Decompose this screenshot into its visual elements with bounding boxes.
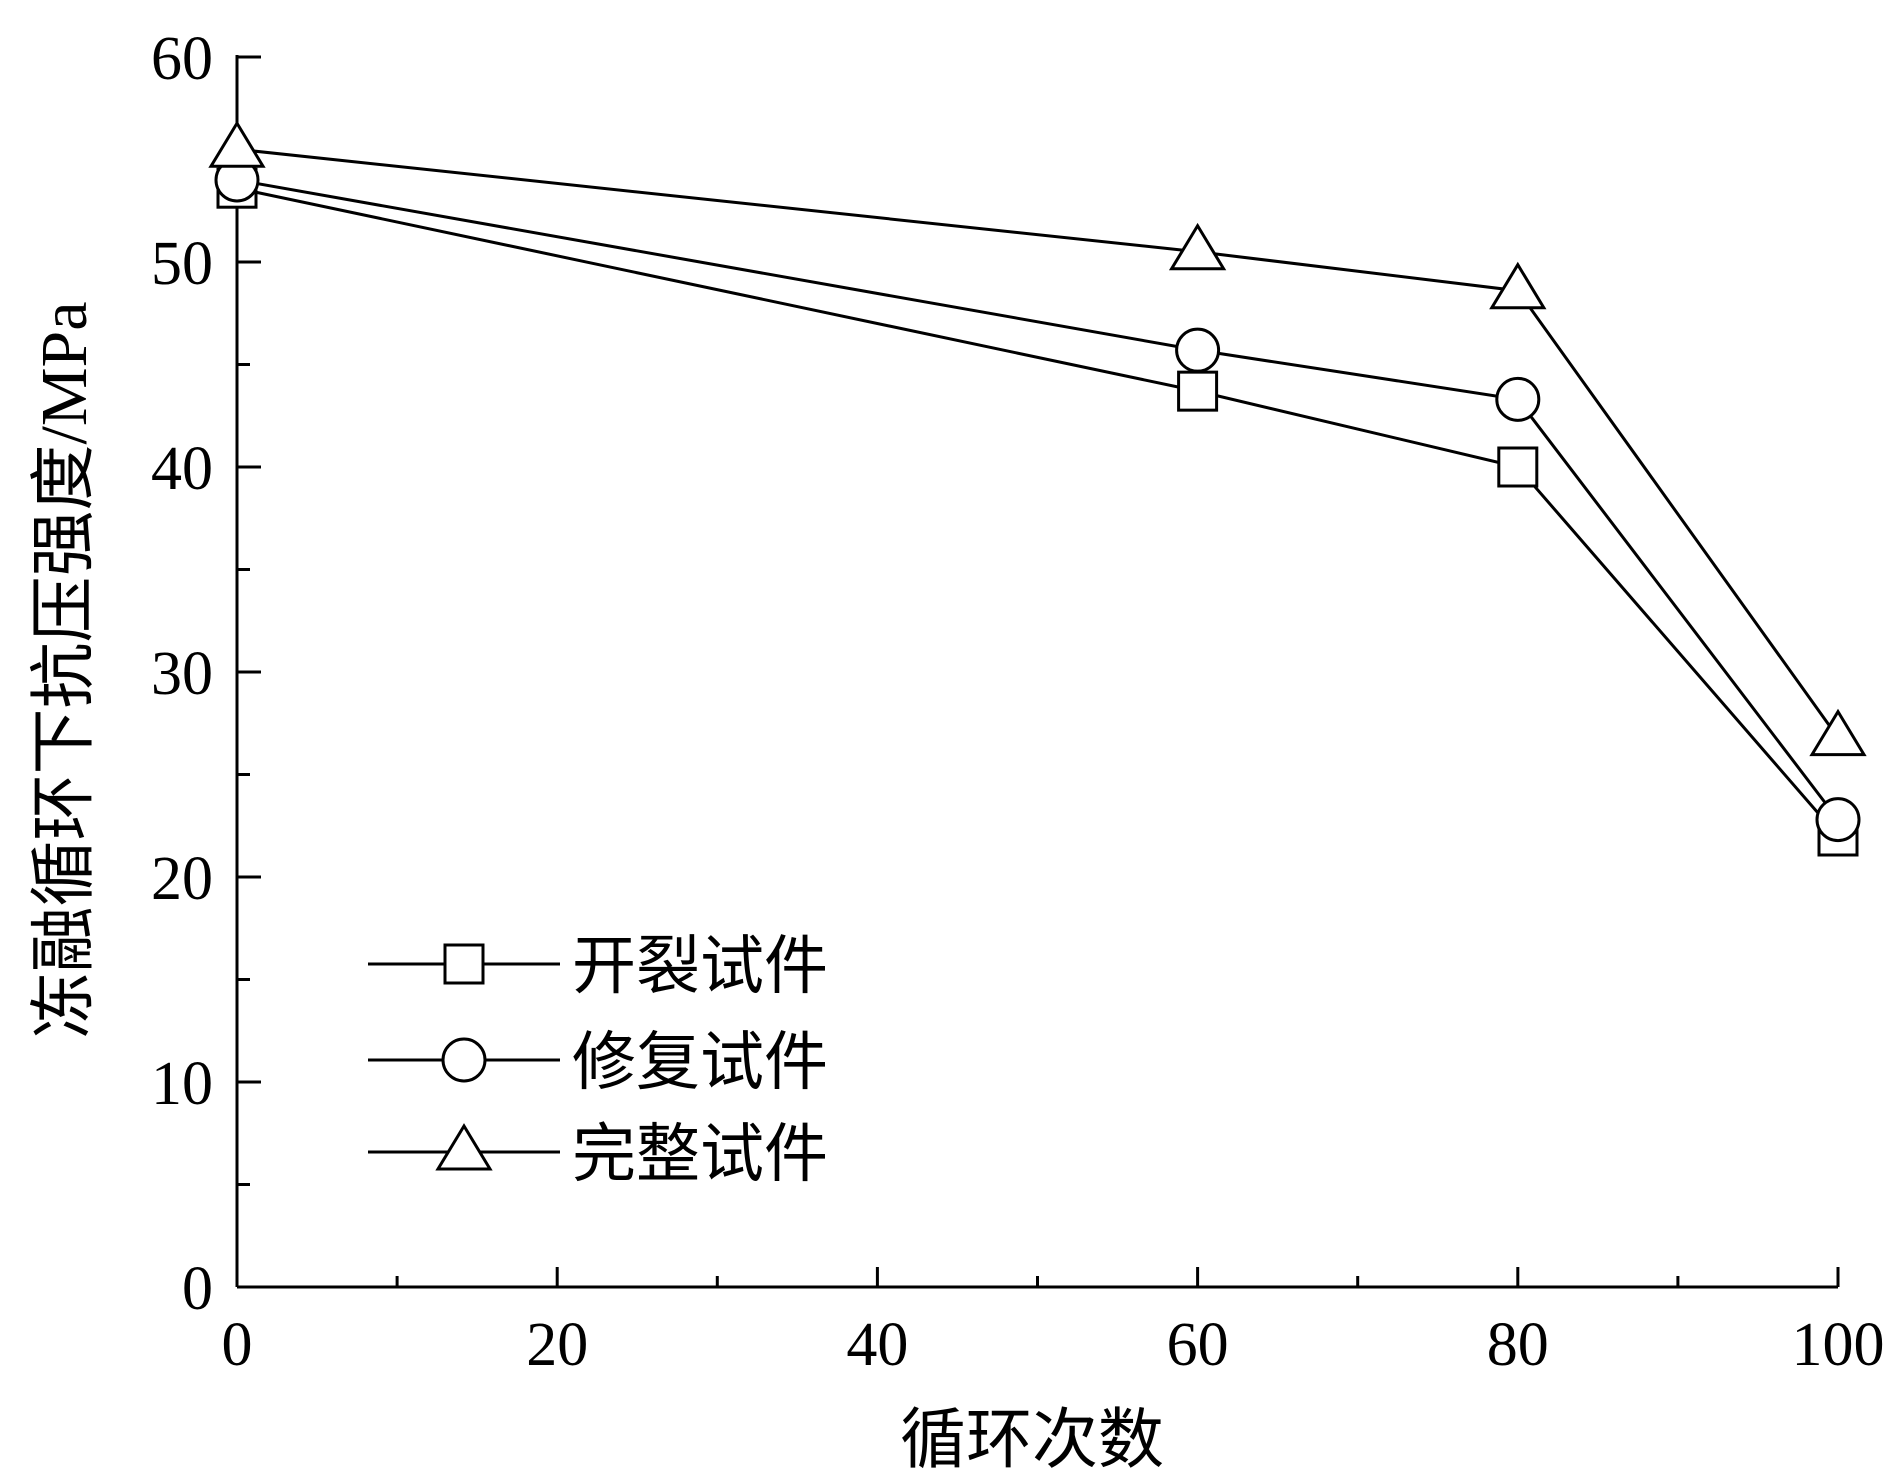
y-tick-label: 40 <box>151 435 213 503</box>
series-line-circle <box>236 178 1840 821</box>
x-axis-label: 循环次数 <box>900 1404 1164 1477</box>
data-point-square <box>1177 370 1219 412</box>
series-markers <box>208 120 1867 857</box>
legend-label: 修复试件 <box>572 1027 828 1098</box>
y-axis-label: 冻融循环下抗压强度/MPa <box>28 301 101 1038</box>
data-point-triangle <box>1168 222 1227 271</box>
data-point-square <box>1497 446 1539 488</box>
x-tick-label: 0 <box>222 1311 253 1379</box>
data-point-triangle <box>1489 261 1547 310</box>
x-tick-label: 80 <box>1487 1311 1549 1379</box>
data-point-circle <box>1495 376 1541 422</box>
x-tick-label: 100 <box>1792 1311 1885 1379</box>
legend-marker-square <box>443 943 485 985</box>
x-tick-label: 40 <box>846 1311 908 1379</box>
y-tick-label: 50 <box>151 230 213 298</box>
x-tick-label: 60 <box>1167 1311 1229 1379</box>
series-line-square <box>236 186 1840 837</box>
series-line-triangle <box>236 147 1840 739</box>
legend-label: 完整试件 <box>572 1119 828 1190</box>
y-tick-label: 60 <box>151 25 213 93</box>
y-tick-label: 20 <box>151 845 213 913</box>
y-tick-label: 10 <box>151 1050 213 1118</box>
data-point-circle <box>1175 327 1221 373</box>
data-point-circle <box>1815 797 1861 843</box>
y-tick-label: 30 <box>151 640 213 708</box>
legend-marker-triangle <box>435 1123 493 1171</box>
series-lines <box>236 147 1840 837</box>
y-tick-label: 0 <box>182 1255 213 1323</box>
x-tick-label: 20 <box>526 1311 588 1379</box>
data-point-triangle <box>1809 708 1867 757</box>
data-point-triangle <box>208 120 266 168</box>
ticks: 0 20 40 60 80 100 0 10 20 30 40 50 60 <box>151 25 1885 1379</box>
legend-marker-circle <box>441 1037 487 1083</box>
legend-label: 开裂试件 <box>572 931 828 1002</box>
